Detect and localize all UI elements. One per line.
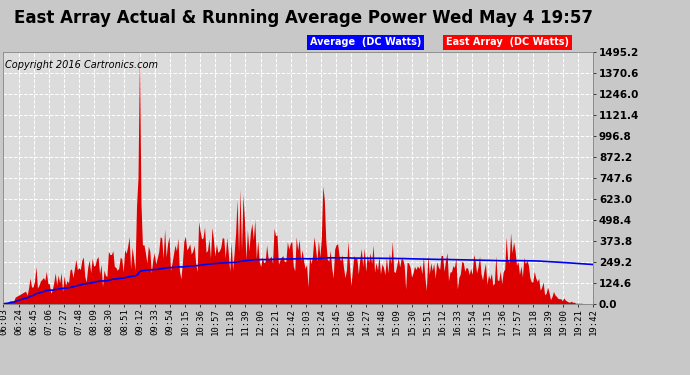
Text: Average  (DC Watts): Average (DC Watts): [310, 38, 422, 47]
Text: East Array Actual & Running Average Power Wed May 4 19:57: East Array Actual & Running Average Powe…: [14, 9, 593, 27]
Text: Copyright 2016 Cartronics.com: Copyright 2016 Cartronics.com: [5, 60, 157, 70]
Text: East Array  (DC Watts): East Array (DC Watts): [446, 38, 569, 47]
